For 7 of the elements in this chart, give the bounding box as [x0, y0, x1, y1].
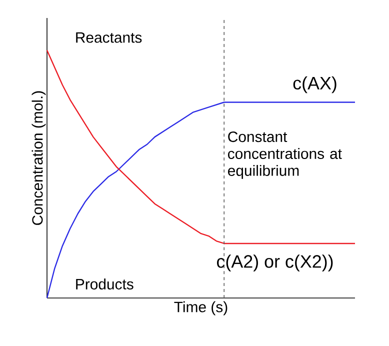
annotation: Constant concentrations at equilibrium — [228, 131, 342, 179]
x-axis-title: Time (s) — [174, 301, 228, 316]
y-axis-title: Concentration (mol.) — [32, 91, 46, 225]
text: Reactants — [76, 32, 142, 43]
series-label: c(AX) — [293, 76, 336, 94]
annotation: Products — [76, 278, 134, 290]
series-label: c(A2) or c(X2)) — [217, 254, 333, 272]
